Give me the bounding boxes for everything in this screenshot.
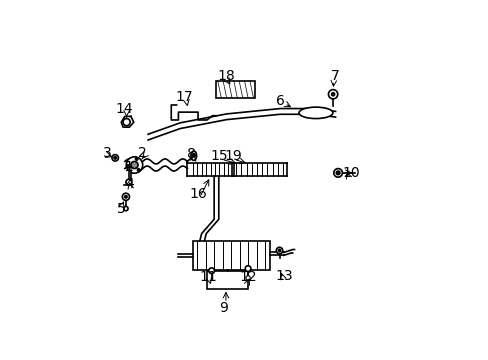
Text: 6: 6 (275, 94, 284, 108)
Circle shape (114, 157, 116, 159)
Text: 17: 17 (175, 90, 193, 104)
Circle shape (125, 179, 131, 185)
Circle shape (112, 155, 118, 161)
Text: 15: 15 (209, 149, 227, 163)
Circle shape (333, 168, 342, 177)
Circle shape (126, 165, 129, 167)
Text: 9: 9 (218, 301, 227, 315)
Circle shape (124, 195, 127, 198)
Circle shape (328, 90, 337, 99)
Text: 18: 18 (217, 69, 234, 83)
Text: 12: 12 (239, 270, 256, 284)
Text: 19: 19 (224, 149, 242, 163)
Circle shape (336, 171, 339, 175)
Text: 16: 16 (189, 186, 207, 201)
Circle shape (131, 161, 138, 168)
Circle shape (122, 193, 129, 201)
Text: 14: 14 (115, 102, 132, 116)
Text: 2: 2 (138, 146, 147, 160)
Text: 13: 13 (274, 269, 292, 283)
Circle shape (123, 118, 130, 126)
Circle shape (244, 266, 250, 271)
Bar (216, 81, 255, 98)
Text: 8: 8 (187, 147, 196, 161)
Circle shape (137, 168, 140, 171)
Ellipse shape (298, 107, 332, 118)
Bar (192, 241, 269, 270)
Circle shape (192, 154, 195, 157)
Circle shape (208, 268, 214, 274)
Text: 1: 1 (124, 161, 133, 175)
Text: 3: 3 (102, 146, 111, 160)
Circle shape (331, 93, 334, 96)
Ellipse shape (190, 151, 196, 160)
Circle shape (245, 276, 250, 280)
Text: 7: 7 (330, 69, 339, 84)
Text: 4: 4 (125, 176, 134, 190)
Circle shape (135, 158, 138, 161)
Circle shape (126, 157, 142, 173)
Bar (206, 271, 247, 289)
Circle shape (278, 249, 281, 252)
Circle shape (276, 247, 282, 254)
Circle shape (123, 206, 128, 211)
Text: 10: 10 (342, 166, 360, 180)
Text: 5: 5 (117, 202, 125, 216)
Text: 11: 11 (199, 270, 217, 284)
